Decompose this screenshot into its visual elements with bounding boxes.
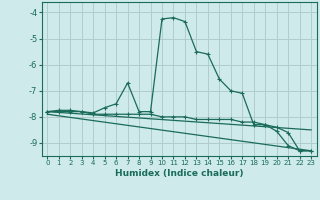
- X-axis label: Humidex (Indice chaleur): Humidex (Indice chaleur): [115, 169, 244, 178]
